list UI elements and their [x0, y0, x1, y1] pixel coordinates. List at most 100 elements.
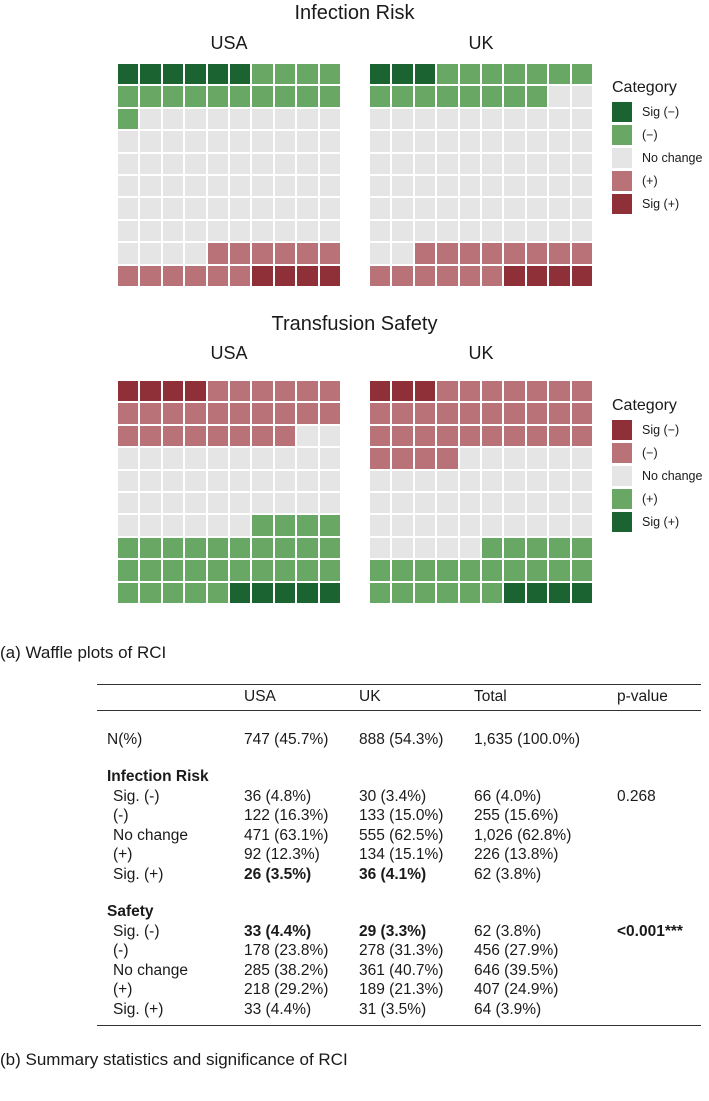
- waffle-cell: [230, 108, 251, 130]
- waffle-cell: [162, 220, 184, 242]
- waffle-cell: [482, 176, 503, 197]
- waffle-cell: [297, 153, 318, 174]
- legend-swatch: [612, 148, 632, 168]
- waffle-cell: [319, 220, 340, 242]
- waffle-cell: [185, 582, 206, 603]
- waffle-cell: [526, 515, 548, 536]
- waffle-cell: [437, 470, 458, 491]
- waffle-cell: [274, 582, 296, 603]
- legend-item: Sig (−): [612, 102, 679, 125]
- waffle-cell: [504, 265, 525, 286]
- waffle-cell: [414, 470, 436, 491]
- table-header-usa: USA: [244, 688, 276, 705]
- waffle-cell: [118, 560, 139, 581]
- waffle-cell: [230, 470, 251, 491]
- waffle-cell: [459, 220, 480, 242]
- waffle-cell: [549, 560, 570, 581]
- waffle-cell: [185, 470, 206, 491]
- waffle-cell: [297, 425, 318, 447]
- waffle-cell: [230, 381, 251, 402]
- waffle-cell: [504, 403, 525, 424]
- legend-swatch: [612, 125, 632, 145]
- legend-infection: Category Sig (−) (−) No change (+) Sig (…: [612, 79, 702, 217]
- waffle-cell: [230, 220, 251, 242]
- waffle-cell: [252, 560, 273, 581]
- waffle-cell: [437, 176, 458, 197]
- waffle-cell: [571, 448, 592, 469]
- table-cell: 456 (27.9%): [474, 942, 559, 959]
- waffle-cell: [230, 493, 251, 514]
- table-row-label: (-): [113, 807, 129, 824]
- waffle-cell: [392, 381, 413, 402]
- waffle-cell: [140, 220, 161, 242]
- waffle-cell: [459, 176, 480, 197]
- waffle-cell: [414, 448, 436, 469]
- waffle-cell: [140, 493, 161, 514]
- waffle-cell: [414, 403, 436, 424]
- waffle-cell: [414, 265, 436, 286]
- waffle-cell: [297, 64, 318, 85]
- table-cell: 178 (23.8%): [244, 942, 329, 959]
- waffle-cell: [482, 537, 503, 559]
- waffle-cell: [504, 537, 525, 559]
- waffle-cell: [140, 381, 161, 402]
- waffle-cell: [437, 86, 458, 107]
- waffle-cell: [504, 64, 525, 85]
- waffle-cell: [437, 537, 458, 559]
- table-cell: 407 (24.9%): [474, 981, 559, 998]
- waffle-cell: [207, 537, 228, 559]
- waffle-cell: [162, 243, 184, 264]
- table-cell: 471 (63.1%): [244, 826, 329, 844]
- table-header-total: Total: [474, 688, 507, 705]
- waffle-cell: [297, 470, 318, 491]
- waffle-cell: [230, 153, 251, 174]
- waffle-cell: [319, 425, 340, 447]
- waffle-cell: [459, 86, 480, 107]
- waffle-cell: [252, 582, 273, 603]
- waffle-cell: [207, 381, 228, 402]
- waffle-cell: [162, 131, 184, 152]
- waffle-cell: [437, 131, 458, 152]
- waffle-cell: [230, 243, 251, 264]
- waffle-cell: [118, 582, 139, 603]
- table-row-label: (-): [113, 942, 129, 959]
- waffle-cell: [526, 176, 548, 197]
- waffle-cell: [185, 243, 206, 264]
- table-bottom-rule: [97, 1025, 701, 1026]
- waffle-cell: [459, 493, 480, 514]
- waffle-cell: [207, 425, 228, 447]
- waffle-cell: [459, 131, 480, 152]
- table-cell: 36 (4.1%): [359, 865, 427, 883]
- waffle-cell: [504, 560, 525, 581]
- waffle-cell: [370, 537, 391, 559]
- waffle-cell: [549, 243, 570, 264]
- legend-item: Sig (−): [612, 420, 679, 443]
- waffle-cell: [274, 108, 296, 130]
- waffle-cell: [140, 537, 161, 559]
- waffle-cell: [459, 560, 480, 581]
- waffle-cell: [571, 425, 592, 447]
- waffle-cell: [526, 220, 548, 242]
- waffle-cell: [140, 403, 161, 424]
- waffle-cell: [207, 176, 228, 197]
- waffle-cell: [118, 403, 139, 424]
- waffle-cell: [504, 425, 525, 447]
- waffle-cell: [392, 515, 413, 536]
- table-cell: 361 (40.7%): [359, 961, 444, 979]
- waffle-cell: [437, 265, 458, 286]
- waffle-cell: [230, 448, 251, 469]
- waffle-cell: [526, 198, 548, 219]
- waffle-cell: [571, 560, 592, 581]
- waffle-cell: [140, 265, 161, 286]
- table-row-n-label: N(%): [107, 731, 143, 748]
- caption-b: (b) Summary statistics and significance …: [0, 1050, 348, 1069]
- waffle-cell: [274, 493, 296, 514]
- legend-title: Category: [612, 397, 677, 414]
- chart-title-transfusion-safety: Transfusion Safety: [271, 313, 438, 335]
- waffle-cell: [437, 403, 458, 424]
- table-cell: 255 (15.6%): [474, 807, 559, 824]
- waffle-cell: [207, 220, 228, 242]
- waffle-cell: [140, 108, 161, 130]
- waffle-cell: [414, 560, 436, 581]
- waffle-cell: [370, 425, 391, 447]
